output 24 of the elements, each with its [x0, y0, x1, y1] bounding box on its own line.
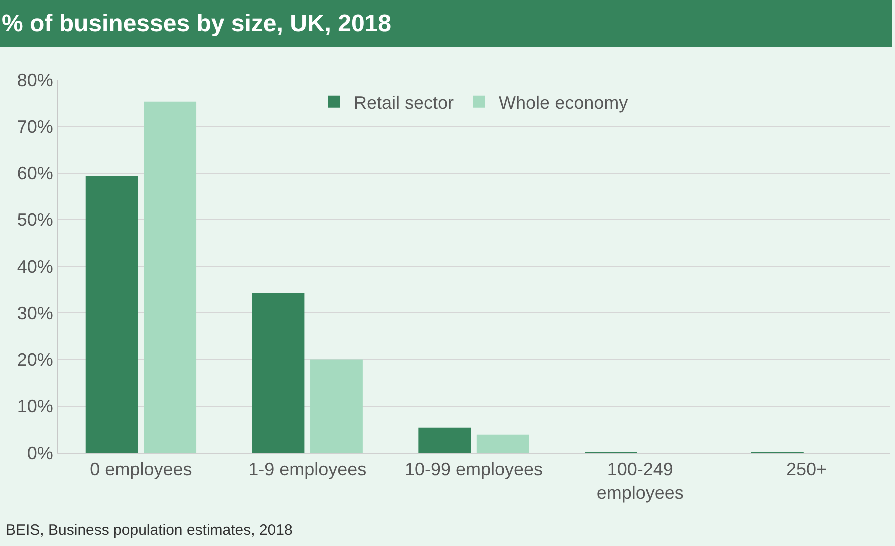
y-tick-label: 70%	[17, 116, 54, 137]
legend-label: Retail sector	[354, 92, 454, 113]
y-tick-label: 50%	[17, 210, 54, 230]
bar	[144, 102, 197, 453]
y-tick-label: 30%	[17, 303, 54, 324]
chart-title: % of businesses by size, UK, 2018	[2, 10, 392, 38]
x-tick-label: 10-99 employees	[404, 460, 544, 480]
x-tick-label: 250+	[786, 460, 828, 480]
y-tick-label: 20%	[17, 350, 54, 370]
y-tick-label: 40%	[17, 256, 54, 277]
bar	[252, 294, 305, 453]
x-tick-label: 1-9 employees	[248, 460, 367, 480]
text: BEIS, Business population estimates, 2018	[6, 522, 293, 539]
legend-label: Whole economy	[499, 92, 628, 113]
bar	[310, 360, 363, 453]
y-tick-label: 0%	[27, 443, 54, 464]
x-tick-label: 0 employees	[90, 460, 192, 480]
bar	[476, 434, 530, 453]
bar	[86, 176, 138, 453]
x-tick-label: 100-249 employees	[596, 460, 684, 503]
y-tick-label: 10%	[17, 396, 54, 417]
y-tick-label: 60%	[17, 164, 54, 184]
y-tick-label: 80%	[17, 70, 54, 90]
bar	[418, 428, 472, 453]
